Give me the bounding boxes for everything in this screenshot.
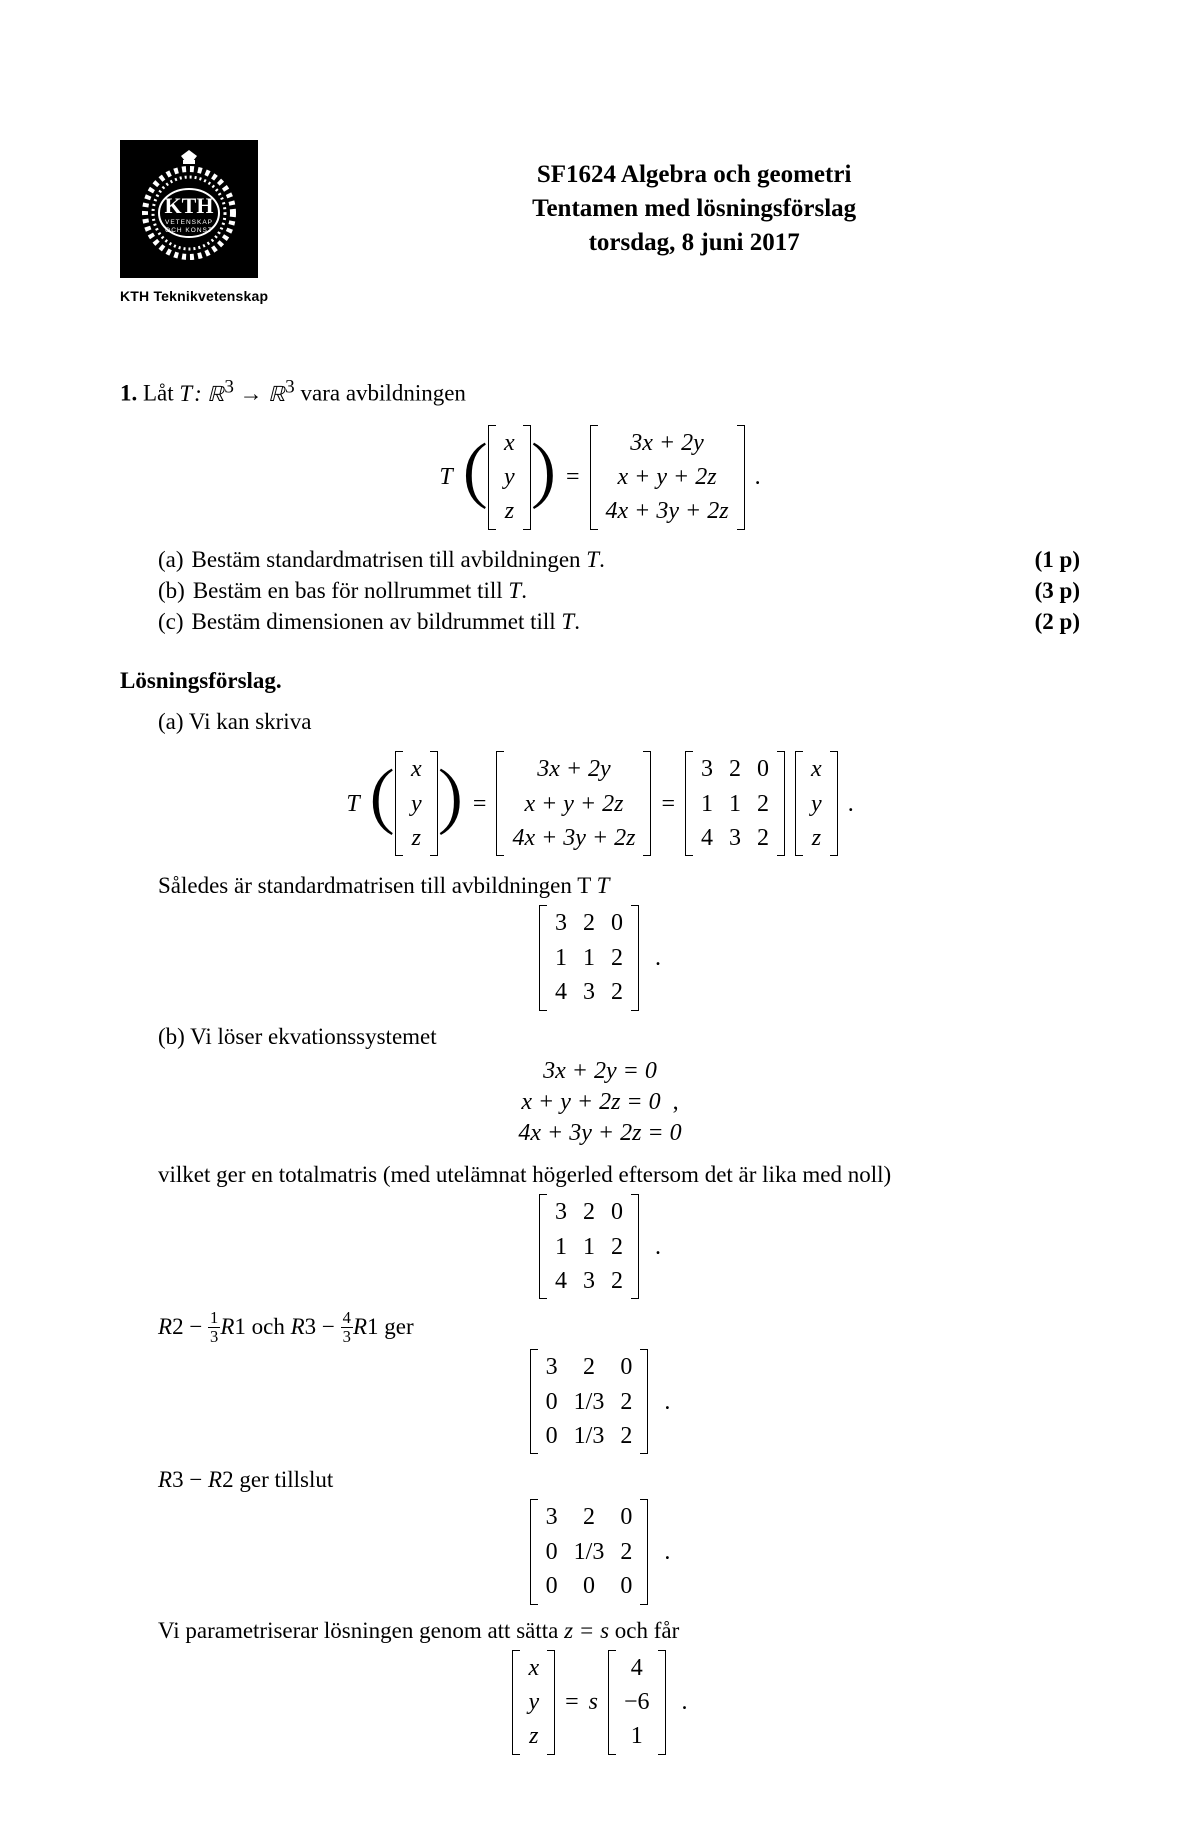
problem-number: 1.	[120, 381, 137, 406]
part-tag: (a)	[158, 544, 184, 575]
logo-caption: KTH Teknikvetenskap	[120, 288, 268, 304]
part-tag: (b)	[158, 575, 185, 606]
part-tag: (c)	[158, 606, 184, 637]
sol-a-expand: T ( x y z ) = 3x + 2y x + y + 2z 4x + 3y	[120, 751, 1080, 856]
solution-head: Lösningsförslag.	[120, 665, 1080, 696]
solution-vec: x y z = s 4 −6 1 .	[120, 1650, 1080, 1755]
part-text: Bestäm en bas för nollrummet till T.	[193, 575, 527, 606]
body: 1. Låt T : ℝ3 → ℝ3 vara avbildningen T (…	[120, 374, 1080, 1755]
title-block: SF1624 Algebra och geometri Tentamen med…	[308, 140, 1080, 259]
parts-list: (a) Bestäm standardmatrisen till avbildn…	[158, 544, 1080, 637]
system: 3x + 2y = 0 x + y + 2z = 0 , 4x + 3y + 2…	[120, 1056, 1080, 1150]
sol-b-lead: Vi löser ekvationssystemet	[190, 1024, 436, 1049]
part-points: (3 p)	[1035, 575, 1080, 606]
part-points: (2 p)	[1035, 606, 1080, 637]
sol-a-after: Således är standardmatrisen till avbildn…	[158, 870, 1080, 901]
part-tag: (a)	[158, 709, 184, 734]
lead-prefix: Låt	[143, 381, 179, 406]
rowop1: R2 − 13R1 och R3 − 43R1 ger	[158, 1309, 1080, 1345]
sol-b: (b) Vi löser ekvationssystemet	[158, 1021, 1080, 1052]
vec-rhs: 3x + 2y x + y + 2z 4x + 3y + 2z	[590, 425, 745, 530]
title-line: Tentamen med lösningsförslag	[308, 192, 1080, 226]
page: KTH VETENSKAP OCH KONST KTH Teknikvetens…	[0, 0, 1200, 1839]
sol-a-lead: Vi kan skriva	[189, 709, 312, 734]
sol-a: (a) Vi kan skriva	[158, 706, 1080, 737]
matrix-A-display: 320 112 432 .	[120, 905, 1080, 1010]
logo-text-sub1: VETENSKAP	[165, 219, 213, 226]
title-line: SF1624 Algebra och geometri	[308, 158, 1080, 192]
param-line: Vi parametriserar lösningen genom att sä…	[158, 1615, 1080, 1646]
matrix-M2: 320 01/32 000 .	[120, 1499, 1080, 1604]
part-row: (a) Bestäm standardmatrisen till avbildn…	[158, 544, 1080, 575]
matrix-M0: 320 112 432 .	[120, 1194, 1080, 1299]
problem-lead: 1. Låt T : ℝ3 → ℝ3 vara avbildningen	[120, 374, 1080, 411]
header: KTH VETENSKAP OCH KONST KTH Teknikvetens…	[120, 140, 1080, 304]
part-points: (1 p)	[1035, 544, 1080, 575]
part-text: Bestäm dimensionen av bildrummet till T.	[192, 606, 580, 637]
rowop2: R3 − R2 ger tillslut	[158, 1464, 1080, 1495]
kth-logo-svg: KTH VETENSKAP OCH KONST	[129, 149, 249, 269]
sol-b-after-sys: vilket ger en totalmatris (med utelämnat…	[158, 1159, 1080, 1190]
part-tag: (b)	[158, 1024, 185, 1049]
lead-math: T : ℝ3 → ℝ3	[179, 381, 294, 406]
part-row: (b) Bestäm en bas för nollrummet till T.…	[158, 575, 1080, 606]
part-text: Bestäm standardmatrisen till avbildninge…	[192, 544, 605, 575]
part-row: (c) Bestäm dimensionen av bildrummet til…	[158, 606, 1080, 637]
lead-suffix: vara avbildningen	[295, 381, 466, 406]
title-line: torsdag, 8 juni 2017	[308, 226, 1080, 260]
logo-text-sub2: OCH KONST	[165, 227, 213, 234]
vec-xyz: x y z	[488, 425, 531, 530]
logo-text-main: KTH	[165, 193, 214, 218]
matrix-M1: 320 01/32 01/32 .	[120, 1349, 1080, 1454]
matrix-A: 320 112 432	[685, 751, 785, 856]
problem-map: T ( x y z ) = 3x	[120, 425, 1080, 530]
paren-open: ( x y z )	[463, 425, 556, 530]
kth-logo: KTH VETENSKAP OCH KONST	[120, 140, 258, 278]
logo-block: KTH VETENSKAP OCH KONST KTH Teknikvetens…	[120, 140, 268, 304]
